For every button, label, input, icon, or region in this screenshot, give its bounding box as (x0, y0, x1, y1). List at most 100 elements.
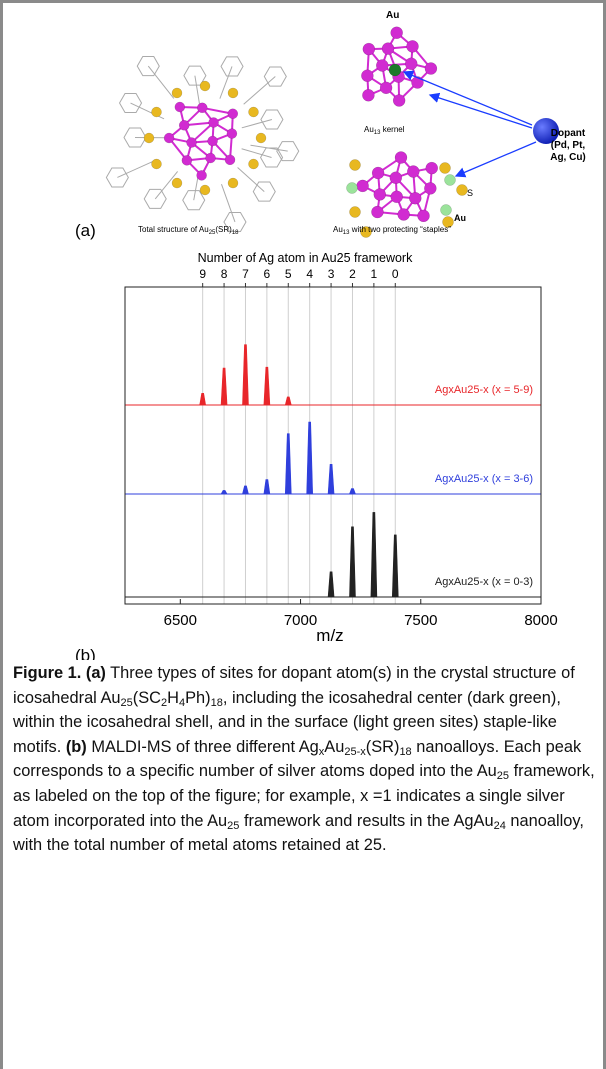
top-tick-label: 8 (221, 267, 228, 281)
plot-frame (124, 286, 542, 605)
atom (227, 177, 239, 189)
dopant-label: Ag, Cu) (550, 152, 586, 163)
ligand-bond (219, 66, 233, 99)
atom (151, 158, 162, 170)
peak (327, 464, 335, 495)
top-tick-label: 1 (371, 267, 378, 281)
top-tick-label: 2 (349, 267, 356, 281)
atom-label: S (467, 188, 473, 198)
ligand-ring (123, 127, 147, 148)
peak (220, 367, 228, 406)
atom (196, 170, 207, 181)
figure-caption: Figure 1. (a) Three types of sites for d… (13, 664, 595, 855)
ligand-ring (259, 147, 284, 168)
ligand-bond (221, 184, 236, 223)
atom (405, 57, 418, 70)
peak (306, 421, 313, 495)
atom (207, 135, 218, 147)
arrow (428, 92, 533, 129)
atom (163, 132, 175, 144)
total-caption: Total structure of Au25(SR)18 (138, 225, 239, 236)
peak (263, 479, 271, 495)
top-tick-label: 5 (285, 267, 292, 281)
top-axis-title: Number of Ag atom in Au25 framework (198, 251, 413, 265)
figure: (a) Au Au13 kernel Total structure of Au… (75, 10, 586, 660)
panel-label: (b) (75, 646, 96, 660)
atom (440, 204, 452, 216)
ligand-ring (260, 109, 284, 130)
atom (392, 94, 406, 107)
peak (263, 366, 271, 406)
atom (171, 87, 183, 99)
ligand-ring (223, 211, 247, 233)
ligand-bond (241, 119, 273, 129)
atom (390, 190, 403, 204)
atom (390, 26, 403, 40)
peak (242, 485, 249, 495)
atom (409, 191, 422, 205)
dopant-label: Dopant (551, 128, 586, 139)
top-tick-label: 4 (306, 267, 313, 281)
atom (248, 158, 259, 170)
atom (362, 42, 376, 56)
atom (379, 81, 393, 95)
atom (356, 179, 369, 193)
atom (406, 40, 419, 53)
atom (424, 182, 437, 195)
x-tick-label: 8000 (524, 612, 557, 629)
peak (370, 512, 378, 598)
legend-label: AgxAu25-x (x = 5-9) (435, 384, 533, 396)
atom (439, 162, 451, 174)
ligand-bond (194, 75, 200, 104)
atom (371, 205, 384, 219)
atom (388, 63, 402, 77)
atom (255, 132, 267, 144)
atom (349, 159, 361, 171)
staples-caption: Au13 with two protecting “staples” (333, 225, 451, 236)
atom (151, 106, 162, 118)
ligand-bond (237, 167, 265, 192)
peak (242, 344, 249, 406)
legend-label: AgxAu25-x (x = 0-3) (435, 576, 533, 588)
ligand-ring (220, 56, 244, 77)
ligand-ring (136, 56, 160, 77)
ligand-ring (252, 181, 276, 202)
ligand-bond (243, 76, 276, 105)
atom (224, 154, 236, 166)
atom (199, 184, 211, 196)
atom (417, 209, 430, 223)
atom (226, 128, 238, 139)
atom (371, 166, 385, 180)
atom (389, 171, 403, 184)
atom (205, 152, 216, 164)
atom (444, 174, 456, 186)
atom (171, 177, 183, 189)
ligand-ring (276, 141, 300, 162)
atom (424, 62, 438, 75)
bond (202, 106, 233, 115)
ligand-bond (147, 65, 175, 99)
atom (227, 87, 239, 99)
peak (349, 526, 356, 598)
kernel-caption: Au13 kernel (364, 125, 405, 136)
legend-label: AgxAu25-x (x = 3-6) (435, 473, 533, 485)
ligand-bond (154, 171, 179, 200)
spectrum-chart: 9 8 7 6 5 4 3 2 1 0 AgxAu25-x (x = 5-9) AgxAu25-x (… (124, 267, 558, 629)
x-tick-label: 7500 (404, 612, 437, 629)
structure-illustration (105, 26, 559, 238)
arrow (402, 70, 533, 126)
ligand-bond (250, 144, 288, 152)
atom (376, 59, 389, 72)
dopant-sphere (533, 118, 559, 144)
atom (174, 101, 186, 113)
ligand-bond (117, 159, 158, 178)
x-tick-label: 6500 (164, 612, 197, 629)
atom (360, 226, 372, 238)
peak (284, 396, 292, 406)
atom (143, 132, 155, 144)
atom (208, 117, 219, 128)
panel-label: (a) (75, 221, 96, 240)
atom (346, 182, 358, 194)
top-tick-label: 6 (264, 267, 271, 281)
